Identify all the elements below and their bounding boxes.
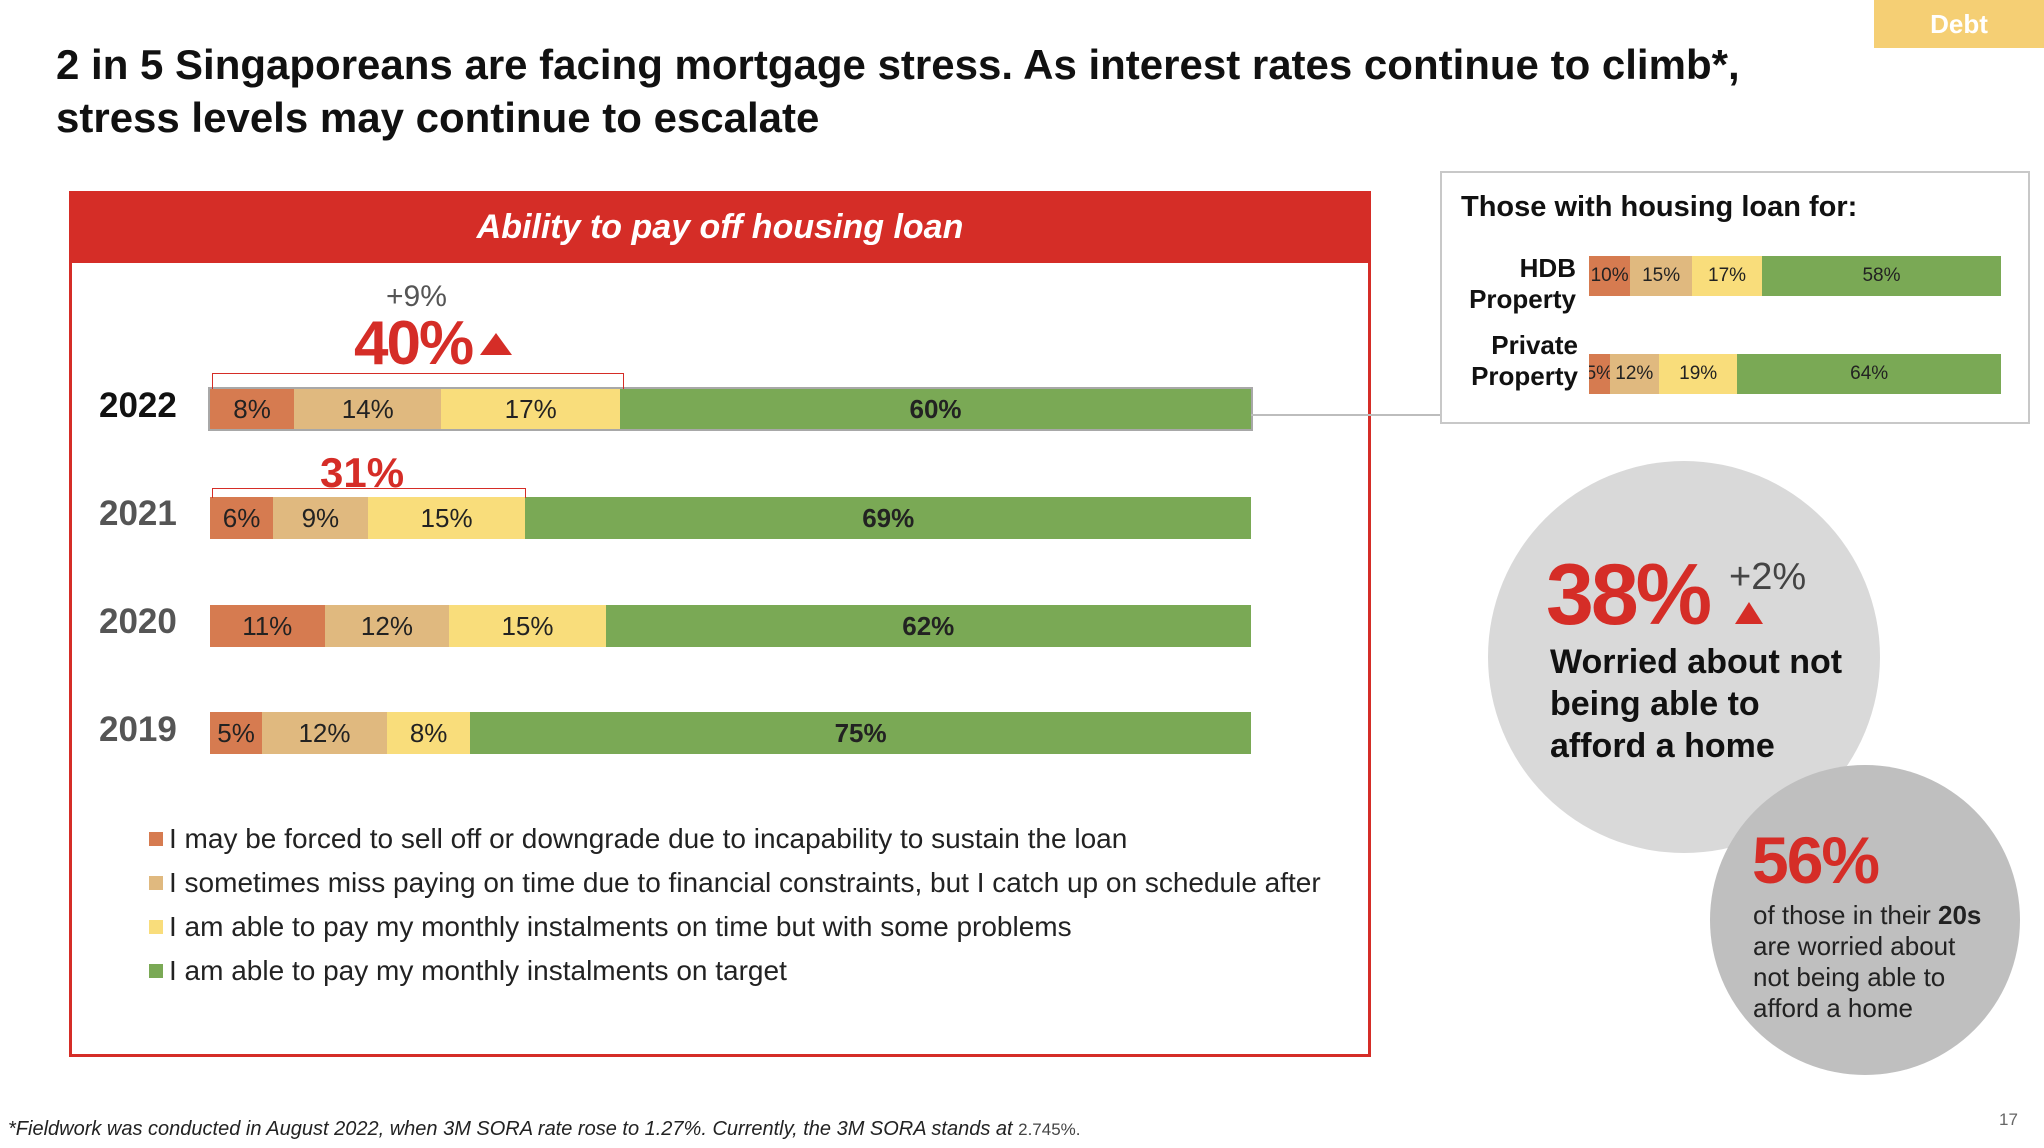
sbar-1-seg-3: 19% <box>1659 354 1738 394</box>
stat2-line1-pre: of those in their <box>1753 900 1938 930</box>
label-private-line2: Property <box>1471 361 1578 391</box>
bracket-2022 <box>212 373 624 389</box>
legend-label-1: I may be forced to sell off or downgrade… <box>169 823 1128 854</box>
legend-swatch-1 <box>149 832 163 846</box>
stat1-text-line2: being able to <box>1550 685 1760 723</box>
change-2022: +9% <box>386 280 447 313</box>
chart-legend: I may be forced to sell off or downgrade… <box>149 819 1321 991</box>
sbar-0-seg-2: 15% <box>1630 256 1692 296</box>
bar-2021-seg-2: 9% <box>273 497 368 539</box>
bracket-2021 <box>212 488 526 498</box>
sbar-0-seg-4: 58% <box>1762 256 2001 296</box>
section-tag: Debt <box>1874 0 2044 48</box>
bar-2021: 6% 9% 15% 69% <box>210 497 1251 539</box>
bar-private: 5%12%19%64% <box>1589 354 2001 394</box>
total-2021: 31% <box>320 449 405 496</box>
stat1-text-line3: afford a home <box>1550 727 1775 765</box>
chart-title: Ability to pay off housing loan <box>69 191 1371 263</box>
bar-2022-seg-1: 8% <box>210 389 295 429</box>
sbar-0-seg-1: 10% <box>1589 256 1631 296</box>
sbar-1-seg-2: 12% <box>1609 354 1660 394</box>
label-hdb: HDB Property <box>1440 253 1576 315</box>
bar-2021-seg-4: 69% <box>525 497 1251 539</box>
label-hdb-line1: HDB <box>1519 253 1576 283</box>
legend-swatch-4 <box>149 964 163 978</box>
connector-line <box>1251 414 1440 416</box>
bar-2021-seg-1: 6% <box>210 497 274 539</box>
bar-2019-seg-1: 5% <box>210 712 263 754</box>
legend-swatch-3 <box>149 920 163 934</box>
stat2-text: of those in their 20s are worried about … <box>1753 900 1981 1024</box>
stat2-text-line1: of those in their 20s <box>1753 900 1981 931</box>
bar-2019-seg-2: 12% <box>262 712 387 754</box>
bar-2019: 5% 12% 8% 75% <box>210 712 1251 754</box>
sbar-1-seg-4: 64% <box>1737 354 2001 394</box>
legend-item-1: I may be forced to sell off or downgrade… <box>149 819 1321 859</box>
stat1-text: Worried about not being able to afford a… <box>1550 641 1842 767</box>
stat-circle-2 <box>1710 765 2020 1075</box>
stat2-text-line2: are worried about <box>1753 931 1956 961</box>
footnote-value: 2.745%. <box>1018 1120 1081 1139</box>
year-label-2020: 2020 <box>99 602 177 641</box>
footnote-text: *Fieldwork was conducted in August 2022,… <box>8 1118 1019 1140</box>
legend-label-2: I sometimes miss paying on time due to f… <box>169 867 1321 898</box>
legend-swatch-2 <box>149 876 163 890</box>
stat2-value: 56% <box>1752 823 1880 897</box>
stat1-text-line1: Worried about not <box>1550 643 1843 681</box>
legend-label-3: I am able to pay my monthly instalments … <box>169 911 1072 942</box>
bar-2022: 8% 14% 17% 60% <box>208 387 1253 431</box>
bar-2019-seg-4: 75% <box>470 712 1251 754</box>
footnote: *Fieldwork was conducted in August 2022,… <box>8 1118 1081 1141</box>
legend-item-2: I sometimes miss paying on time due to f… <box>149 863 1321 903</box>
up-arrow-icon <box>480 333 512 355</box>
label-private-line1: Private <box>1491 330 1578 360</box>
stat1-change: +2% <box>1729 556 1807 598</box>
bar-2020-seg-4: 62% <box>605 605 1251 647</box>
title-line-2: stress levels may continue to escalate <box>56 94 820 141</box>
bar-hdb: 10% 15% 17% 58% <box>1589 256 2001 296</box>
year-label-2019: 2019 <box>99 710 177 749</box>
page-number: 17 <box>1999 1110 2018 1129</box>
stat2-text-line4: afford a home <box>1753 993 1913 1023</box>
up-arrow-icon-2 <box>1735 602 1763 624</box>
housing-type-title: Those with housing loan for: <box>1461 191 1858 223</box>
bar-2022-seg-2: 14% <box>294 389 442 429</box>
label-hdb-line2: Property <box>1469 284 1576 314</box>
legend-item-4: I am able to pay my monthly instalments … <box>149 951 1321 991</box>
legend-label-4: I am able to pay my monthly instalments … <box>169 955 787 986</box>
bar-2022-seg-3: 17% <box>441 389 621 429</box>
page-title: 2 in 5 Singaporeans are facing mortgage … <box>56 38 1816 144</box>
sbar-0-seg-3: 17% <box>1692 256 1763 296</box>
label-private: Private Property <box>1440 330 1578 392</box>
bar-2020-seg-1: 11% <box>210 605 325 647</box>
legend-item-3: I am able to pay my monthly instalments … <box>149 907 1321 947</box>
stat2-line1-bold: 20s <box>1938 900 1982 930</box>
bar-2022-seg-4: 60% <box>620 389 1251 429</box>
stat2-text-line3: not being able to <box>1753 962 1946 992</box>
bar-2020: 11% 12% 15% 62% <box>210 605 1251 647</box>
year-label-2022: 2022 <box>99 386 177 425</box>
stat1-value: 38% <box>1546 547 1712 643</box>
total-2022: 40% <box>354 309 474 378</box>
bar-2020-seg-3: 15% <box>449 605 606 647</box>
bar-2021-seg-3: 15% <box>367 497 526 539</box>
bar-2020-seg-2: 12% <box>324 605 450 647</box>
sbar-1-seg-1: 5% <box>1589 354 1610 394</box>
bar-2019-seg-3: 8% <box>386 712 471 754</box>
year-label-2021: 2021 <box>99 494 177 533</box>
title-line-1: 2 in 5 Singaporeans are facing mortgage … <box>56 41 1740 88</box>
